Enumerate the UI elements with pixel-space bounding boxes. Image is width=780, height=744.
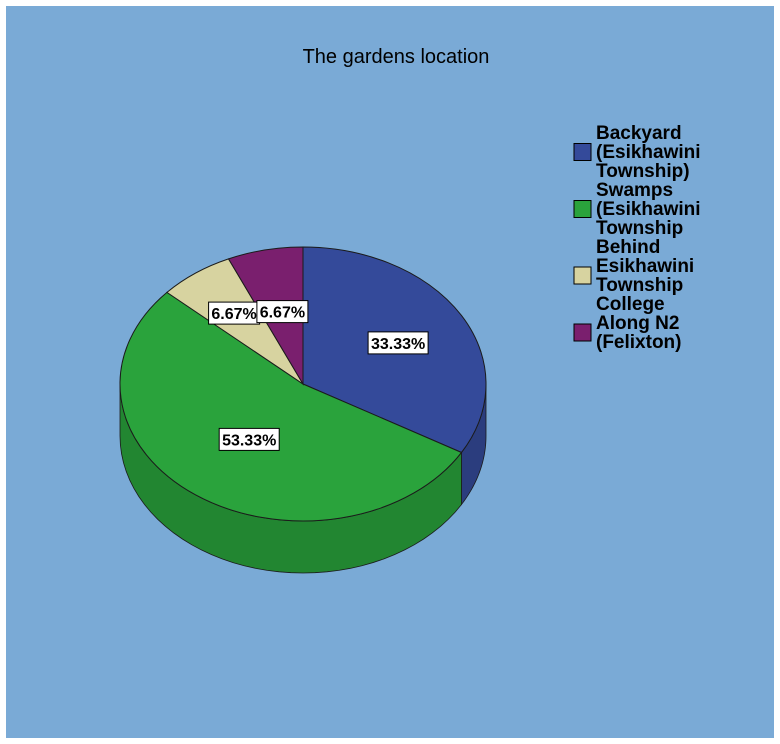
legend-swatch — [573, 323, 592, 342]
data-label-behind-esikhawini-township-college: 6.67% — [208, 301, 261, 325]
chart-title: The gardens location — [303, 46, 490, 68]
legend-label-line: Esikhawini — [596, 256, 694, 277]
legend-swatch — [573, 200, 592, 218]
legend-label-line: Behind — [596, 237, 660, 258]
chart-area: The gardens location 33.33% 53.33% 6.67% 6.… — [6, 6, 774, 738]
legend-label-line: (Felixton) — [596, 332, 682, 353]
legend-swatch — [573, 143, 592, 161]
legend-label-line: Township — [596, 218, 683, 239]
legend-item-along-n2-felixton: Along N2(Felixton) — [573, 313, 682, 353]
data-label-text: 6.67% — [260, 305, 305, 322]
data-label-along-n2-felixton: 6.67% — [256, 300, 309, 324]
data-label-text: 6.67% — [211, 306, 256, 323]
data-label-backyard-esikhawini-township: 33.33% — [367, 331, 429, 355]
legend-label-line: (Esikhawini — [596, 142, 701, 163]
data-label-box — [218, 427, 280, 451]
legend-swatch — [573, 266, 592, 285]
legend: Backyard(EsikhawiniTownship)Swamps(Esikh… — [573, 123, 701, 353]
pie-top-group — [119, 246, 487, 522]
data-label-box — [256, 300, 309, 324]
legend-label-line: Backyard — [596, 123, 682, 144]
legend-label-line: Along N2 — [596, 313, 679, 334]
legend-label-line: Township — [596, 275, 683, 296]
data-labels-group: 33.33% 53.33% 6.67% 6.67% — [208, 300, 429, 451]
pie-slice-swamps-esikhawini-township — [119, 291, 463, 522]
legend-label-line: College — [596, 294, 665, 315]
pie-chart: The gardens location 33.33% 53.33% 6.67% 6.… — [119, 46, 701, 574]
data-label-text: 53.33% — [222, 432, 276, 449]
data-label-text: 33.33% — [371, 336, 425, 353]
legend-label-line: (Esikhawini — [596, 199, 701, 220]
legend-label-line: Swamps — [596, 180, 673, 201]
data-label-swamps-esikhawini-township: 53.33% — [218, 427, 280, 451]
data-label-box — [367, 331, 429, 355]
legend-label-line: Township) — [596, 161, 690, 182]
